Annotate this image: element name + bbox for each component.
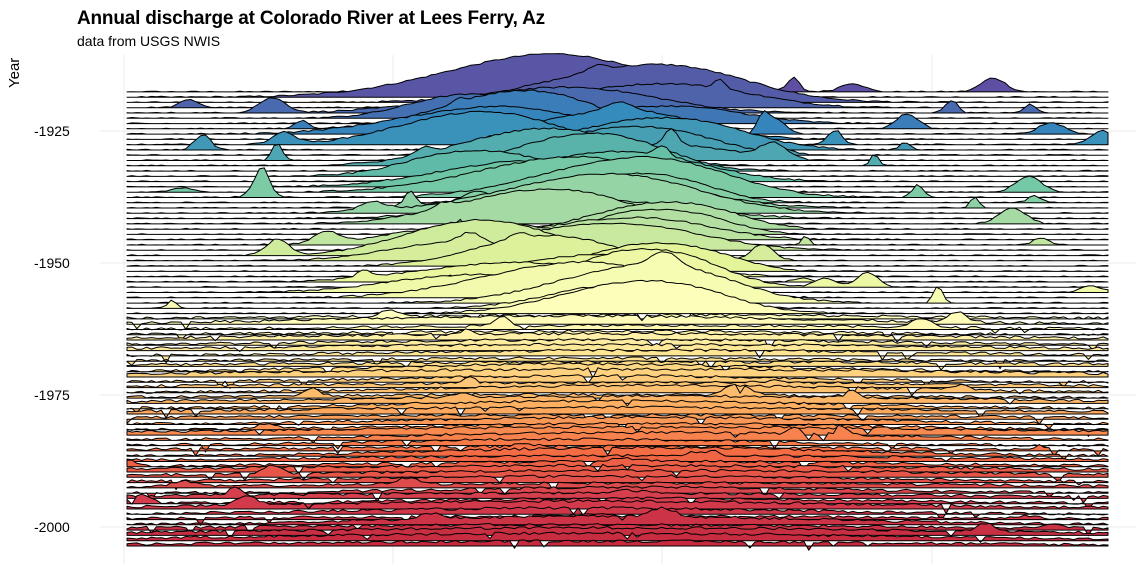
y-tick-label: -2000: [34, 519, 70, 535]
ridge-1944: [126, 172, 1109, 214]
ridge-1946: [126, 188, 1109, 225]
ridge-1996: [126, 477, 1109, 492]
ridge-1978: [126, 383, 1109, 396]
ridge-1994: [126, 464, 1109, 483]
ridge-1968: [126, 328, 1109, 343]
y-tick-label: -1950: [34, 255, 70, 271]
ridge-1987: [126, 424, 1109, 444]
chart-subtitle: data from USGS NWIS: [77, 33, 221, 49]
ridge-1998: [126, 486, 1109, 504]
ridge-1980: [126, 389, 1109, 405]
ridge-1975: [126, 367, 1109, 379]
ridge-1976: [126, 374, 1109, 389]
ridge-2000: [126, 495, 1109, 515]
ridge-1982: [126, 405, 1109, 419]
y-tick-label: -1925: [34, 123, 70, 139]
ridge-1991: [126, 449, 1109, 462]
ridge-1972: [126, 356, 1109, 370]
ridge-1925: [126, 86, 1109, 114]
ridge-1961: [126, 251, 1109, 304]
chart-title: Annual discharge at Colorado River at Le…: [77, 8, 545, 29]
ridge-1977: [126, 376, 1109, 389]
ridge-1970: [126, 342, 1109, 352]
ridge-1981: [126, 399, 1109, 414]
y-axis-ticks: -1925 -1950 -1975 -2000: [34, 123, 70, 535]
ridge-1966: [126, 316, 1109, 334]
ridge-series: [126, 53, 1109, 551]
y-tick-label: -1975: [34, 387, 70, 403]
ridge-1967: [126, 329, 1109, 341]
ridge-1965: [126, 311, 1109, 330]
ridge-2001: [126, 506, 1109, 521]
ridge-2007: [126, 539, 1109, 551]
ridge-2006: [126, 531, 1109, 543]
ridge-1971: [126, 348, 1109, 364]
ridge-1988: [126, 437, 1109, 453]
ridge-1990: [126, 445, 1109, 461]
ridge-1984: [126, 415, 1109, 430]
ridge-1986: [126, 425, 1109, 436]
ridge-2003: [126, 506, 1109, 526]
